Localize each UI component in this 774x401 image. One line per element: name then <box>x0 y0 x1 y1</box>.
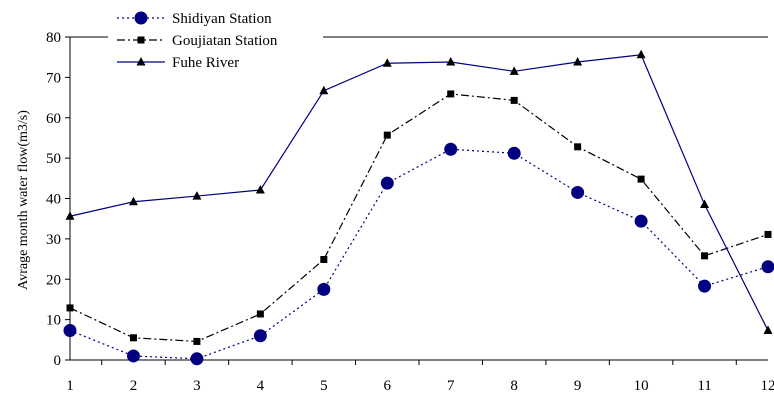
data-point <box>571 185 585 199</box>
x-tick-label: 2 <box>130 378 138 394</box>
x-tick-label: 10 <box>634 378 649 394</box>
data-point <box>317 282 331 296</box>
y-tick-label: 70 <box>46 70 61 86</box>
data-point <box>382 58 392 67</box>
data-point <box>128 196 138 206</box>
x-tick-label: 4 <box>257 378 265 394</box>
data-point <box>573 57 583 66</box>
data-point <box>698 279 712 293</box>
legend-marker <box>137 36 145 44</box>
data-point <box>700 199 710 209</box>
data-point <box>507 146 521 160</box>
data-point <box>444 142 458 156</box>
x-tick-label: 12 <box>761 378 774 394</box>
y-tick-label: 10 <box>46 313 61 329</box>
x-tick-label: 11 <box>697 378 711 394</box>
y-axis-label: Avrage month water flow(m3/s) <box>16 110 31 290</box>
x-tick-label: 5 <box>320 378 328 394</box>
series-2 <box>65 49 773 335</box>
x-tick-label: 9 <box>574 378 582 394</box>
data-point <box>65 211 75 220</box>
y-tick-label: 30 <box>46 232 61 248</box>
x-tick-label: 7 <box>447 378 455 394</box>
data-point <box>763 325 773 335</box>
data-point <box>509 66 519 75</box>
legend-label: Shidiyan Station <box>172 11 272 27</box>
data-point <box>636 49 646 59</box>
data-point <box>446 57 456 66</box>
series-line <box>69 148 769 360</box>
legend-label: Goujiatan Station <box>172 33 278 49</box>
data-point <box>192 191 202 200</box>
data-point <box>63 324 77 338</box>
y-tick-label: 20 <box>46 272 61 288</box>
legend-marker <box>134 11 148 25</box>
data-point <box>320 255 328 263</box>
data-point <box>380 176 394 190</box>
x-tick-label: 8 <box>510 378 518 394</box>
data-point <box>637 175 645 183</box>
data-point <box>193 337 201 345</box>
y-tick-label: 0 <box>54 353 62 369</box>
data-point <box>255 185 265 194</box>
data-point <box>129 334 137 342</box>
x-tick-label: 6 <box>384 378 392 394</box>
data-point <box>447 90 455 98</box>
data-point <box>764 230 772 238</box>
data-point <box>319 85 329 95</box>
y-tick-label: 80 <box>46 30 61 46</box>
series-line <box>69 93 769 343</box>
legend-label: Fuhe River <box>172 55 239 71</box>
legend-marker <box>136 57 146 66</box>
legend: Shidiyan Station Goujiatan Station Fuhe Ri… <box>108 6 323 74</box>
data-point <box>126 349 140 363</box>
series-layer <box>63 49 774 366</box>
data-point <box>510 96 518 104</box>
data-point <box>256 310 264 318</box>
data-point <box>253 329 267 343</box>
data-point <box>701 252 709 260</box>
data-point <box>383 131 391 139</box>
series-line <box>69 54 769 331</box>
y-tick-label: 60 <box>46 111 61 127</box>
x-tick-label: 3 <box>193 378 201 394</box>
data-point <box>761 260 774 274</box>
y-tick-label: 50 <box>46 151 61 167</box>
data-point <box>634 214 648 228</box>
series-1 <box>66 90 772 345</box>
data-point <box>574 143 582 151</box>
data-point <box>66 304 74 312</box>
series-0 <box>63 142 774 366</box>
x-tick-label: 1 <box>66 378 74 394</box>
data-point <box>190 352 204 366</box>
y-tick-label: 40 <box>46 192 61 208</box>
